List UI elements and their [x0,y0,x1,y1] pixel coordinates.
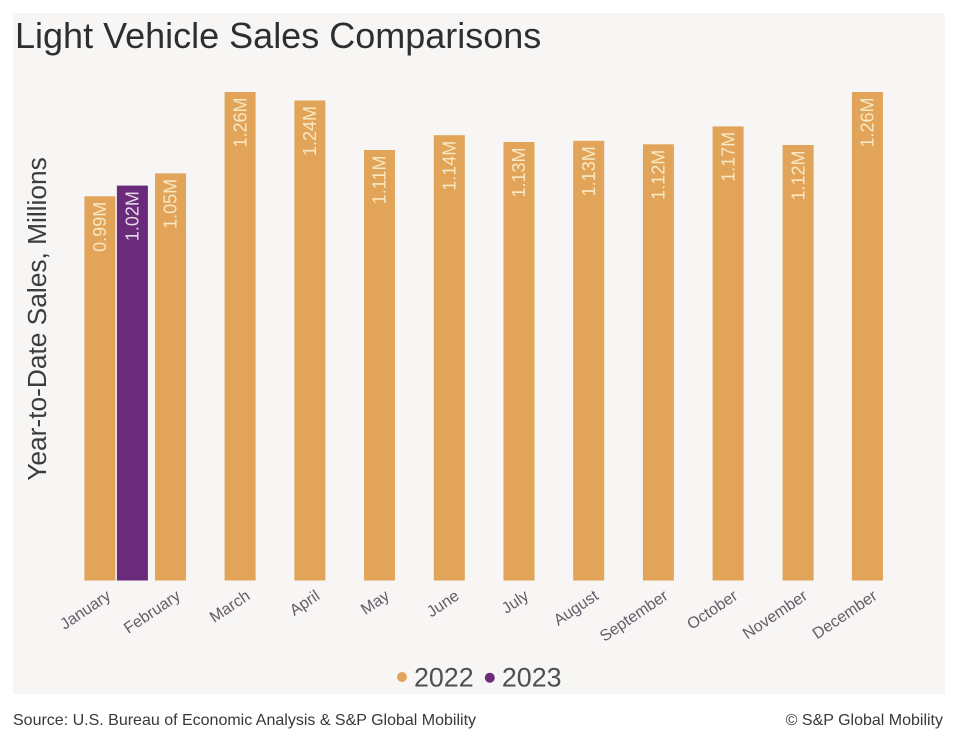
svg-text:1.13M: 1.13M [579,146,599,196]
svg-text:Source: U.S. Bureau of Economi: Source: U.S. Bureau of Economic Analysis… [13,712,476,729]
svg-text:0.99M: 0.99M [90,202,110,252]
svg-text:Light Vehicle Sales Comparison: Light Vehicle Sales Comparisons [15,15,541,56]
svg-text:1.13M: 1.13M [509,148,529,198]
svg-text:1.12M: 1.12M [788,151,808,201]
svg-text:1.02M: 1.02M [123,191,143,241]
svg-text:1.05M: 1.05M [161,179,181,229]
svg-text:2022: 2022 [414,663,474,693]
svg-text:1.14M: 1.14M [440,141,460,191]
svg-text:1.17M: 1.17M [718,132,738,182]
svg-text:Year-to-Date Sales, Millions: Year-to-Date Sales, Millions [22,157,52,481]
svg-text:© S&P Global Mobility: © S&P Global Mobility [786,712,943,729]
svg-text:1.24M: 1.24M [300,106,320,156]
svg-text:1.11M: 1.11M [370,156,390,205]
svg-text:1.12M: 1.12M [649,150,669,200]
svg-text:1.26M: 1.26M [230,98,250,148]
svg-text:2023: 2023 [502,663,562,693]
svg-text:1.26M: 1.26M [858,98,878,148]
